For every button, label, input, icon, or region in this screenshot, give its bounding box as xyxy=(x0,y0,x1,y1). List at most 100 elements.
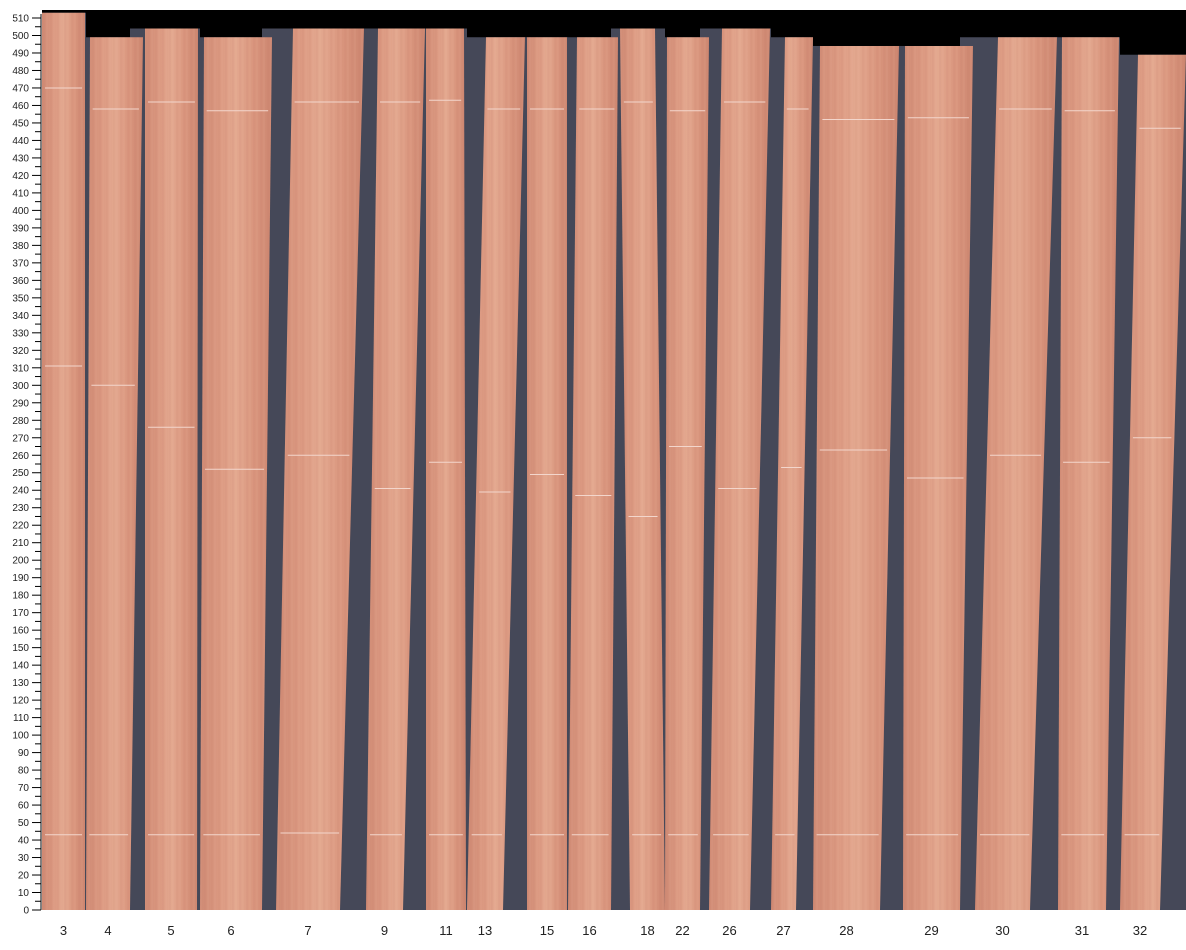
veneer-strips xyxy=(42,12,1186,911)
axis-tick-label: 460 xyxy=(12,101,29,112)
strip-label: 7 xyxy=(304,923,311,938)
strip-grain xyxy=(366,28,425,910)
strip-grain xyxy=(1120,54,1186,910)
strip-labels: 3 4 5 6 7 9 11 13 15 16 18 22 26 27 28 29 30 31 32 xyxy=(60,923,1147,938)
strip-label: 4 xyxy=(104,923,111,938)
strip-grain xyxy=(200,37,272,911)
axis-tick-label: 290 xyxy=(12,398,29,409)
axis-tick-label: 240 xyxy=(12,486,29,497)
axis-tick-label: 500 xyxy=(12,31,29,42)
strip-label: 32 xyxy=(1133,923,1147,938)
veneer-strip-15[interactable] xyxy=(527,37,567,911)
strip-label: 27 xyxy=(776,923,790,938)
strip-grain xyxy=(145,28,198,910)
axis-tick-label: 510 xyxy=(12,14,29,25)
strip-grain xyxy=(771,37,813,911)
axis-tick-label: 140 xyxy=(12,661,29,672)
veneer-strip-32[interactable] xyxy=(1120,54,1186,910)
axis-tick-label: 160 xyxy=(12,626,29,637)
axis-tick-label: 440 xyxy=(12,136,29,147)
axis-tick-label: 350 xyxy=(12,293,29,304)
axis-tick-label: 150 xyxy=(12,643,29,654)
strip-grain xyxy=(42,12,85,911)
axis-tick-label: 130 xyxy=(12,678,29,689)
strip-grain xyxy=(1058,37,1119,911)
axis-tick-label: 120 xyxy=(12,696,29,707)
axis-tick-label: 100 xyxy=(12,731,29,742)
veneer-strip-27[interactable] xyxy=(771,37,813,911)
strip-label: 11 xyxy=(439,923,453,938)
axis-tick-label: 360 xyxy=(12,276,29,287)
veneer-strip-16[interactable] xyxy=(568,37,618,911)
axis-tick-label: 60 xyxy=(18,801,30,812)
veneer-strip-13[interactable] xyxy=(467,37,525,911)
strip-label: 30 xyxy=(995,923,1009,938)
veneer-strip-30[interactable] xyxy=(975,37,1057,911)
veneer-strip-5[interactable] xyxy=(145,28,198,910)
strip-grain xyxy=(467,37,525,911)
axis-tick-label: 250 xyxy=(12,468,29,479)
axis-tick-label: 40 xyxy=(18,836,30,847)
axis-tick-label: 300 xyxy=(12,381,29,392)
axis-tick-label: 320 xyxy=(12,346,29,357)
axis-tick-label: 400 xyxy=(12,206,29,217)
axis-tick-label: 20 xyxy=(18,871,30,882)
axis-tick-label: 220 xyxy=(12,521,29,532)
veneer-strip-28[interactable] xyxy=(813,45,899,910)
veneer-strip-4[interactable] xyxy=(86,37,143,911)
strip-grain xyxy=(975,37,1057,911)
strip-label: 3 xyxy=(60,923,67,938)
axis-tick-label: 270 xyxy=(12,433,29,444)
strip-grain xyxy=(620,28,665,910)
strip-grain xyxy=(276,28,364,910)
strip-label: 15 xyxy=(540,923,554,938)
strip-grain xyxy=(527,37,567,911)
strip-label: 31 xyxy=(1075,923,1089,938)
veneer-strip-7[interactable] xyxy=(276,28,364,910)
axis-tick-label: 190 xyxy=(12,573,29,584)
axis-tick-label: 340 xyxy=(12,311,29,322)
axis-tick-label: 80 xyxy=(18,766,30,777)
axis-tick-label: 170 xyxy=(12,608,29,619)
axis-tick-label: 390 xyxy=(12,223,29,234)
strip-label: 9 xyxy=(381,923,388,938)
veneer-strip-26[interactable] xyxy=(709,28,770,910)
axis-tick-label: 70 xyxy=(18,783,30,794)
axis-tick-label: 110 xyxy=(13,713,29,724)
axis-tick-label: 310 xyxy=(12,363,29,374)
veneer-strip-11[interactable] xyxy=(426,28,466,910)
axis-tick-label: 470 xyxy=(12,83,29,94)
veneer-strip-3[interactable] xyxy=(42,12,85,911)
strip-label: 6 xyxy=(227,923,234,938)
veneer-strip-31[interactable] xyxy=(1058,37,1119,911)
strip-grain xyxy=(813,45,899,910)
strip-grain xyxy=(426,28,466,910)
strip-label: 18 xyxy=(640,923,654,938)
axis-tick-label: 330 xyxy=(12,328,29,339)
axis-tick-label: 430 xyxy=(12,153,29,164)
axis-tick-label: 90 xyxy=(18,748,30,759)
veneer-strip-9[interactable] xyxy=(366,28,425,910)
strip-label: 22 xyxy=(675,923,689,938)
axis-tick-label: 180 xyxy=(12,591,29,602)
axis-tick-label: 50 xyxy=(18,818,30,829)
axis-tick-label: 210 xyxy=(12,538,29,549)
veneer-strip-22[interactable] xyxy=(665,37,709,911)
axis-tick-label: 380 xyxy=(12,241,29,252)
strip-grain xyxy=(86,37,143,911)
axis-tick-label: 410 xyxy=(12,188,29,199)
axis-tick-label: 490 xyxy=(12,48,29,59)
veneer-strip-6[interactable] xyxy=(200,37,272,911)
axis-tick-label: 260 xyxy=(12,451,29,462)
axis-tick-label: 450 xyxy=(12,118,29,129)
strip-label: 16 xyxy=(582,923,596,938)
strip-grain xyxy=(709,28,770,910)
strip-label: 5 xyxy=(167,923,174,938)
strip-label: 13 xyxy=(478,923,492,938)
strip-grain xyxy=(665,37,709,911)
axis-tick-label: 230 xyxy=(12,503,29,514)
axis-tick-label: 0 xyxy=(23,906,29,917)
length-axis: 0 10 20 30 40 50 60 70 80 90 100 110 120 130 140 150 160… xyxy=(12,14,42,917)
veneer-strip-18[interactable] xyxy=(620,28,665,910)
veneer-strip-29[interactable] xyxy=(903,45,973,910)
